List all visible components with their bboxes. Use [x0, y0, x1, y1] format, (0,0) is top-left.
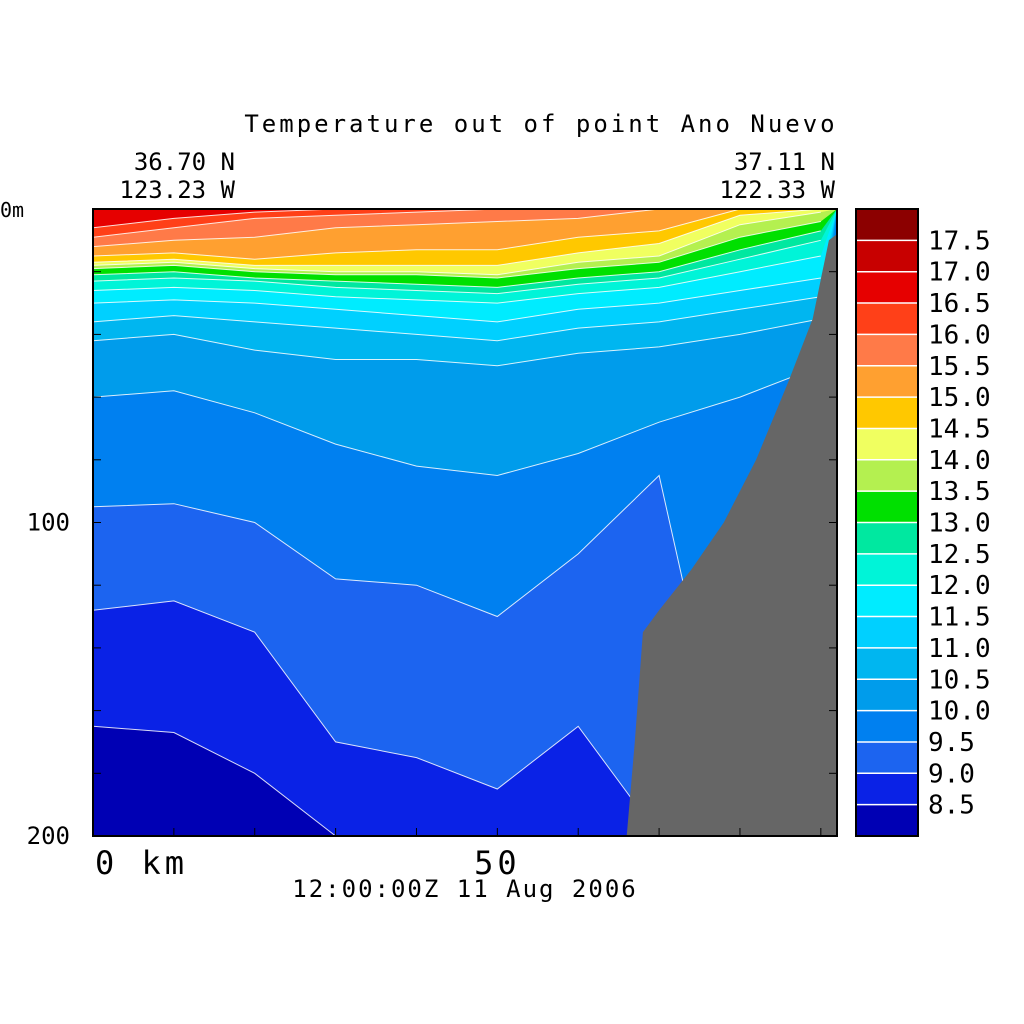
isotherm-12.0: [93, 255, 821, 304]
colorbar-label: 13.5: [928, 477, 991, 507]
colorbar-swatch-13.0: [856, 491, 918, 524]
colorbar: 17.517.016.516.015.515.014.514.013.513.0…: [855, 208, 991, 837]
x-tick-label: 50: [474, 844, 521, 882]
colorbar-swatch-16.0: [856, 303, 918, 335]
seafloor-land: [626, 234, 837, 836]
band-15.5-16.0: [93, 209, 837, 247]
colorbar-label: 15.5: [928, 352, 991, 382]
end-latitude: 37.11 N: [734, 148, 835, 176]
axes: 0 km 50 0m 100 200: [0, 198, 838, 882]
colorbar-frame: [855, 208, 919, 837]
start-longitude: 123.23 W: [119, 176, 235, 204]
colorbar-swatch-9.0: [856, 741, 918, 774]
colorbar-label: 17.0: [928, 258, 991, 288]
colorbar-label: 16.5: [928, 289, 991, 319]
isotherm-13.5: [93, 221, 821, 279]
isotherm-12.5: [93, 239, 821, 295]
colorbar-swatch-16.5: [856, 271, 918, 304]
isotherm-11.5: [93, 277, 821, 323]
colorbar-label: 16.0: [928, 320, 991, 350]
colorbar-label: 11.0: [928, 634, 991, 664]
isotherm-16.0: [93, 209, 821, 238]
colorbar-swatch-12.0: [856, 553, 918, 586]
isotherm-14.5: [93, 209, 821, 266]
colorbar-label: 9.5: [928, 728, 975, 758]
colorbar-swatch-15.5: [856, 334, 918, 367]
colorbar-swatch-11.5: [856, 585, 918, 618]
isotherm-10.5: [93, 318, 821, 367]
chart-title: Temperature out of point Ano Nuevo: [244, 110, 837, 138]
band-16.0-16.5: [93, 209, 837, 238]
colorbar-swatch-12.5: [856, 522, 918, 555]
colorbar-swatch-15.0: [856, 365, 918, 398]
y-tick-label: 100: [27, 509, 70, 537]
colorbar-label: 8.5: [928, 791, 975, 821]
colorbar-label: 10.5: [928, 665, 991, 695]
start-latitude: 36.70 N: [134, 148, 235, 176]
colorbar-label: 12.5: [928, 540, 991, 570]
colorbar-label: 12.0: [928, 571, 991, 601]
colorbar-label: 13.0: [928, 509, 991, 539]
colorbar-label: 17.5: [928, 226, 991, 256]
contour-plot: [93, 209, 837, 836]
x-tick-label: 0 km: [95, 844, 188, 882]
isotherm-8.5: [93, 725, 821, 836]
isotherm-15.5: [93, 209, 821, 248]
y-tick-label: 200: [27, 822, 70, 850]
colorbar-label: 14.5: [928, 414, 991, 444]
isotherm-9.0: [93, 600, 821, 836]
colorbar-label: 14.0: [928, 446, 991, 476]
isotherm-16.5: [93, 209, 821, 229]
colorbar-swatch-8.5: [856, 773, 918, 806]
end-longitude: 122.33 W: [719, 176, 835, 204]
colorbar-label: 10.0: [928, 697, 991, 727]
timestamp: 12:00:00Z 11 Aug 2006: [292, 875, 637, 903]
colorbar-swatch-10.0: [856, 679, 918, 712]
isotherm-10.0: [93, 365, 821, 477]
colorbar-swatch-14.0: [856, 428, 918, 461]
colorbar-swatch-11.0: [856, 616, 918, 649]
colorbar-swatch-17.0: [856, 240, 918, 273]
colorbar-swatch-17.5: [856, 209, 918, 241]
band-16.5-17.0: [93, 209, 837, 228]
colorbar-label: 9.0: [928, 759, 975, 789]
isotherm-11.0: [93, 296, 821, 342]
colorbar-swatch-9.5: [856, 710, 918, 743]
colorbar-label: 11.5: [928, 603, 991, 633]
isotherm-13.0: [93, 230, 821, 288]
isotherm-15.0: [93, 209, 821, 260]
isotherm-14.0: [93, 211, 821, 276]
colorbar-swatch-14.5: [856, 397, 918, 430]
colorbar-label: 15.0: [928, 383, 991, 413]
colorbar-swatch-8.0: [856, 804, 918, 837]
y-tick-label: 0m: [0, 198, 24, 222]
colorbar-swatch-10.5: [856, 647, 918, 680]
colorbar-swatch-13.5: [856, 459, 918, 492]
